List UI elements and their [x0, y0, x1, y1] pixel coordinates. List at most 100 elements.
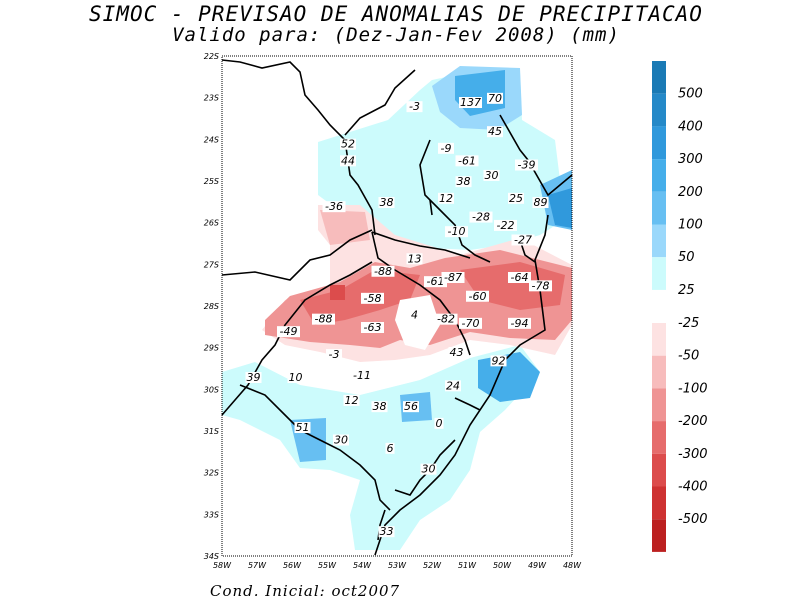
lon-tick-48W: 48W	[563, 561, 582, 570]
colorbar-swatch	[652, 191, 666, 225]
value-label: -58	[364, 292, 382, 305]
lon-tick-56W: 56W	[283, 561, 302, 570]
lon-tick-49W: 49W	[528, 561, 547, 570]
lat-tick-24S: 24S	[204, 135, 219, 144]
value-label: 25	[509, 192, 523, 205]
colorbar-label: -200	[678, 414, 708, 429]
lat-tick-33S: 33S	[204, 510, 219, 519]
value-label-bg	[333, 434, 349, 446]
value-label: 24	[446, 379, 460, 392]
colorbar-swatch	[652, 257, 666, 290]
lon-tick-53W: 53W	[388, 561, 407, 570]
colorbar-label: -50	[678, 349, 699, 364]
value-label: -87	[444, 271, 462, 284]
value-label-bg	[438, 142, 454, 154]
value-label-bg	[438, 192, 454, 204]
colorbar-label: -25	[678, 316, 699, 331]
value-label-bg	[403, 401, 419, 413]
value-label-bg	[508, 272, 531, 283]
value-label: 39	[247, 371, 261, 384]
value-label: -78	[532, 279, 550, 292]
lon-tick-51W: 51W	[458, 561, 477, 570]
colorbar: 500 400 300 200 100 50 25 -25 -50 -100 -200 -300 -40…	[652, 61, 708, 552]
value-label-bg	[312, 313, 335, 325]
colorbar-label: 50	[678, 250, 695, 265]
value-label: 38	[457, 175, 471, 188]
lat-tick-31S: 31S	[204, 427, 219, 436]
value-label-bg	[322, 201, 346, 213]
lat-tick-32S: 32S	[204, 469, 219, 478]
value-label-bg	[343, 394, 360, 406]
value-label: 6	[387, 442, 394, 455]
value-label: 89	[534, 196, 548, 209]
value-label: 70	[488, 92, 502, 105]
value-label-bg	[490, 355, 507, 367]
value-label-bg	[378, 197, 395, 208]
value-label: 45	[488, 125, 502, 138]
colorbar-swatch	[652, 61, 666, 94]
shading-white-gap	[395, 295, 440, 350]
value-label: 43	[450, 346, 464, 359]
value-label: 12	[439, 192, 453, 205]
value-label: -36	[325, 200, 343, 213]
value-label: -3	[409, 100, 420, 113]
value-label-bg	[410, 309, 419, 321]
shading-light-cyan-south	[222, 345, 540, 550]
value-label: 92	[492, 354, 506, 367]
value-label: -61	[458, 154, 476, 167]
lon-tick-58W: 58W	[213, 561, 232, 570]
value-label-bg	[371, 265, 395, 277]
lat-tick-23S: 23S	[204, 94, 219, 103]
map-frame	[221, 55, 573, 557]
colorbar-swatch	[652, 323, 666, 356]
latitude-ticks: 22S 23S 24S 25S 26S 27S 28S 29S 30S 31S 32S 33S 34S	[204, 52, 219, 561]
colorbar-swatch	[652, 486, 666, 520]
lon-tick-57W: 57W	[248, 561, 267, 570]
value-label-bg	[424, 276, 447, 288]
value-label: -27	[514, 234, 532, 247]
shading-blue-core2	[548, 188, 572, 228]
colorbar-label: 500	[678, 87, 703, 102]
value-label-bg	[487, 92, 503, 104]
value-label: -28	[472, 211, 490, 224]
value-label: 137	[460, 96, 481, 109]
value-label-bg	[529, 280, 552, 292]
shading-red-core	[330, 285, 345, 300]
value-label: -61	[427, 275, 445, 288]
value-label-bg	[340, 138, 356, 150]
value-label: 30	[422, 463, 436, 476]
colorbar-label: -400	[678, 480, 708, 495]
lat-tick-28S: 28S	[204, 302, 219, 311]
lat-tick-26S: 26S	[204, 219, 219, 228]
value-label: 10	[289, 371, 303, 384]
state-border-2	[344, 69, 416, 136]
value-label: 4	[411, 309, 418, 322]
colorbar-swatch	[652, 453, 666, 487]
value-label: 52	[341, 138, 355, 151]
value-label: -94	[511, 317, 529, 330]
colorbar-swatch	[652, 388, 666, 422]
value-label: 38	[380, 196, 394, 209]
value-label-bg	[459, 317, 482, 329]
lat-tick-29S: 29S	[204, 344, 219, 353]
colorbar-swatch	[652, 159, 666, 192]
value-label-bg	[441, 272, 465, 283]
lat-tick-25S: 25S	[204, 177, 219, 186]
colorbar-swatch	[652, 355, 666, 389]
colorbar-label: 300	[678, 152, 703, 167]
value-label: -88	[315, 313, 333, 326]
value-label-bg	[494, 219, 517, 231]
state-border-3	[419, 139, 491, 263]
lon-tick-54W: 54W	[353, 561, 372, 570]
value-label-bg	[532, 197, 549, 208]
state-border-4	[371, 231, 471, 259]
colorbar-label: 200	[678, 185, 703, 200]
value-label: -22	[497, 219, 515, 232]
value-label-bg	[287, 372, 304, 383]
value-label: 30	[485, 169, 499, 182]
value-label: 0	[436, 417, 443, 430]
value-label: -60	[469, 290, 487, 303]
value-label: 13	[408, 252, 422, 265]
lat-tick-22S: 22S	[204, 52, 219, 61]
